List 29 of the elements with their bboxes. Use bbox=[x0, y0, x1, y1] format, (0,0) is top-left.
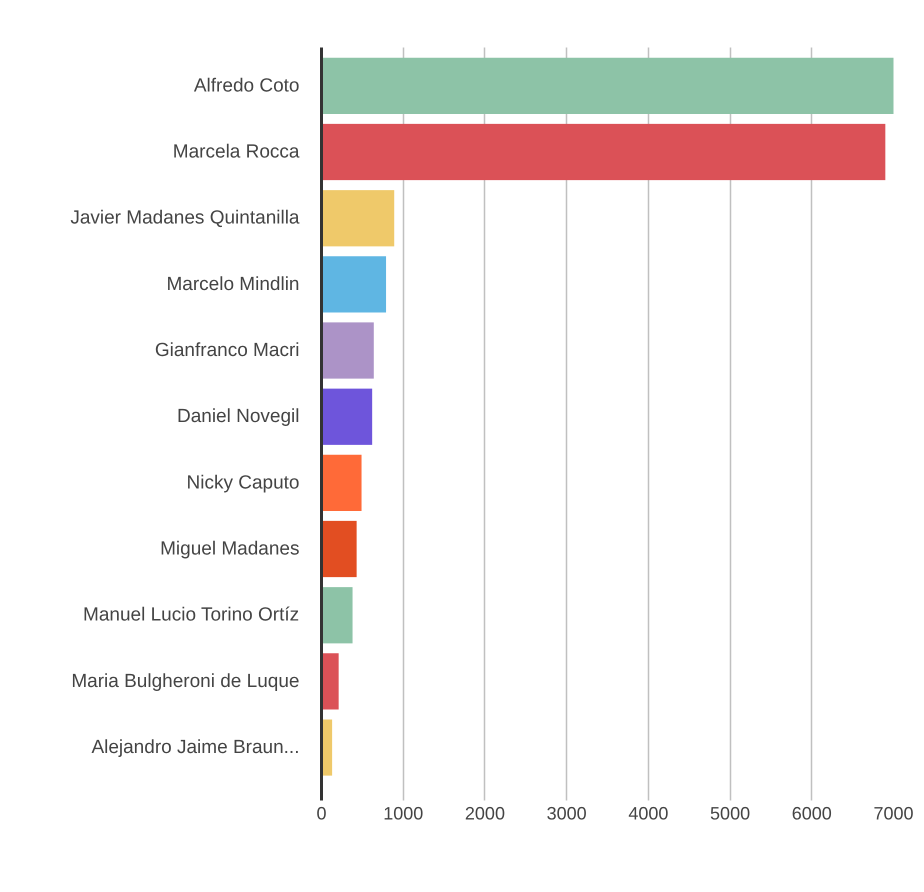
x-tick-label: 5000 bbox=[710, 804, 750, 824]
bar bbox=[322, 256, 386, 313]
y-tick-label: Daniel Novegil bbox=[176, 406, 300, 428]
bar bbox=[322, 388, 372, 445]
bar bbox=[322, 124, 886, 180]
y-tick-label: Maria Bulgheroni de Luque bbox=[71, 670, 300, 692]
x-tick-label: 2000 bbox=[464, 804, 505, 824]
y-tick-label: Alejandro Jaime Braun... bbox=[91, 737, 300, 758]
y-tick-label: Marcela Rocca bbox=[172, 142, 300, 163]
x-tick-label: 7000 bbox=[873, 804, 914, 824]
x-tick-label: 1000 bbox=[383, 804, 424, 824]
bar bbox=[322, 520, 357, 578]
bar bbox=[322, 190, 394, 246]
bar bbox=[322, 653, 339, 710]
bar bbox=[322, 58, 894, 114]
y-tick-label: Miguel Madanes bbox=[160, 538, 300, 560]
y-tick-label: Javier Madanes Quintanilla bbox=[70, 208, 300, 229]
y-tick-label: Manuel Lucio Torino Ortíz bbox=[83, 604, 300, 626]
y-tick-label: Nicky Caputo bbox=[186, 472, 300, 494]
bar bbox=[322, 322, 374, 379]
x-tick-label: 0 bbox=[316, 804, 327, 824]
y-tick-label: Alfredo Coto bbox=[194, 75, 300, 96]
y-tick-label: Marcelo Mindlin bbox=[166, 274, 300, 295]
x-tick-label: 4000 bbox=[628, 804, 668, 824]
x-tick-label: 3000 bbox=[546, 804, 587, 824]
bar bbox=[322, 454, 362, 512]
y-tick-label: Gianfranco Macri bbox=[154, 340, 300, 362]
x-tick-label: 6000 bbox=[792, 804, 832, 824]
bar bbox=[322, 587, 353, 644]
